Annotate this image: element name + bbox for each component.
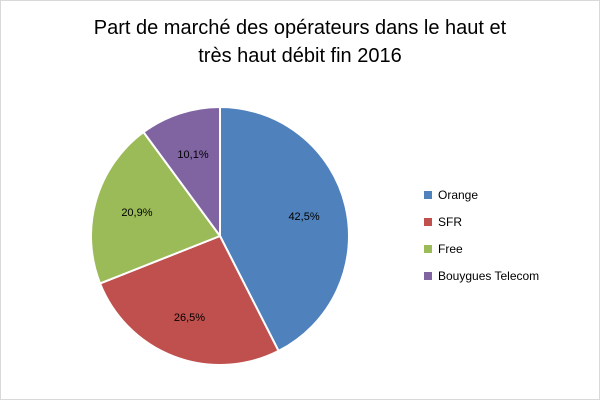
legend-item-orange: Orange (424, 181, 539, 208)
data-label-bouygues-telecom: 10,1% (177, 149, 208, 161)
legend-label-bouygues-telecom: Bouygues Telecom (438, 268, 540, 283)
legend-item-bouygues-telecom: Bouygues Telecom (424, 262, 539, 289)
data-label-sfr: 26,5% (174, 312, 205, 324)
chart-title-line-2: très haut débit fin 2016 (198, 45, 402, 67)
legend-item-sfr: SFR (424, 208, 539, 235)
chart-title: Part de marché des opérateurs dans le ha… (0, 14, 600, 70)
data-label-orange: 42,5% (288, 211, 319, 223)
data-label-free: 20,9% (121, 207, 152, 219)
legend-item-free: Free (424, 235, 539, 262)
pie-slices (90, 105, 350, 366)
chart-title-line-1: Part de marché des opérateurs dans le ha… (93, 17, 507, 39)
legend-swatch-free (424, 244, 432, 253)
legend-swatch-sfr (424, 217, 432, 226)
legend-label-sfr: SFR (438, 214, 462, 229)
pie-slice-bouygues-telecom (142, 105, 221, 240)
pie-slice-orange (219, 105, 350, 353)
pie-slice-free (90, 130, 222, 285)
legend: Orange SFR Free Bouygues Telecom (424, 181, 539, 289)
legend-swatch-bouygues-telecom (424, 271, 432, 280)
pie-labels: 42,5% 26,5% 20,9% 10,1% (121, 149, 320, 324)
legend-label-free: Free (438, 241, 463, 256)
legend-label-orange: Orange (438, 187, 479, 202)
pie-slice-sfr (98, 234, 280, 366)
legend-swatch-orange (424, 190, 432, 199)
